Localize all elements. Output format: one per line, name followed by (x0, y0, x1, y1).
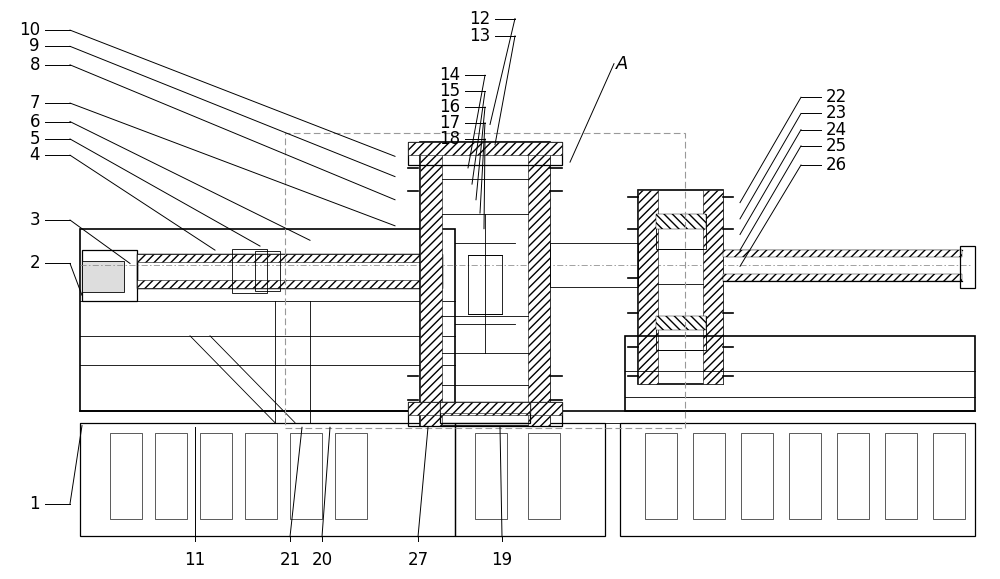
Bar (475, 433, 507, 519)
Bar (638, 190, 658, 384)
Bar (703, 190, 723, 384)
Bar (741, 433, 773, 519)
Bar (155, 433, 187, 519)
Bar (137, 254, 442, 288)
Bar (528, 142, 550, 426)
Text: 24: 24 (826, 120, 847, 139)
Bar (440, 402, 530, 423)
Text: 16: 16 (439, 98, 460, 116)
Bar (137, 280, 442, 288)
Bar (82, 261, 124, 292)
Bar (723, 250, 962, 257)
Bar (285, 133, 685, 428)
Bar (137, 254, 442, 288)
Bar (620, 423, 975, 536)
Bar (408, 402, 562, 415)
Text: 17: 17 (439, 113, 460, 132)
Bar (110, 433, 142, 519)
Bar (933, 433, 965, 519)
Bar (723, 274, 962, 281)
Bar (408, 402, 562, 426)
Text: 6: 6 (30, 112, 40, 131)
Text: 14: 14 (439, 66, 460, 85)
Text: 12: 12 (469, 9, 490, 28)
Text: 13: 13 (469, 27, 490, 45)
Text: 15: 15 (439, 82, 460, 101)
Bar (885, 433, 917, 519)
Text: 27: 27 (407, 551, 429, 569)
Text: 2: 2 (29, 254, 40, 273)
Bar (335, 433, 367, 519)
Bar (837, 433, 869, 519)
Text: 19: 19 (491, 551, 513, 569)
Bar (625, 336, 975, 411)
Text: 18: 18 (439, 130, 460, 148)
Text: 3: 3 (29, 211, 40, 229)
Text: 9: 9 (30, 37, 40, 56)
Bar (789, 433, 821, 519)
Text: 22: 22 (826, 88, 847, 107)
Bar (200, 433, 232, 519)
Text: 10: 10 (19, 21, 40, 39)
Text: 23: 23 (826, 104, 847, 123)
Text: A: A (616, 54, 628, 73)
Bar (656, 316, 706, 350)
Text: 21: 21 (279, 551, 301, 569)
Bar (693, 433, 725, 519)
Bar (80, 423, 455, 536)
Bar (440, 402, 530, 413)
Bar (232, 249, 267, 293)
Bar (290, 433, 322, 519)
Text: 8: 8 (30, 56, 40, 74)
Bar (528, 433, 560, 519)
Bar (550, 243, 638, 287)
Bar (455, 423, 605, 536)
Bar (137, 254, 442, 262)
Text: 26: 26 (826, 156, 847, 174)
Bar (468, 255, 502, 314)
Bar (408, 142, 562, 155)
Text: 1: 1 (29, 494, 40, 513)
Bar (245, 433, 277, 519)
Bar (656, 316, 706, 330)
Bar (960, 246, 975, 288)
Bar (82, 250, 137, 301)
Bar (255, 251, 280, 291)
Bar (420, 142, 550, 426)
Bar (656, 214, 706, 249)
Bar (408, 142, 562, 165)
Text: 25: 25 (826, 137, 847, 155)
Text: 11: 11 (184, 551, 206, 569)
Bar (638, 190, 723, 384)
Bar (420, 142, 442, 426)
Text: 5: 5 (30, 130, 40, 148)
Bar (645, 433, 677, 519)
Text: 20: 20 (311, 551, 333, 569)
Bar (80, 229, 455, 411)
Text: 4: 4 (30, 146, 40, 164)
Bar (656, 214, 706, 229)
Text: 7: 7 (30, 94, 40, 112)
